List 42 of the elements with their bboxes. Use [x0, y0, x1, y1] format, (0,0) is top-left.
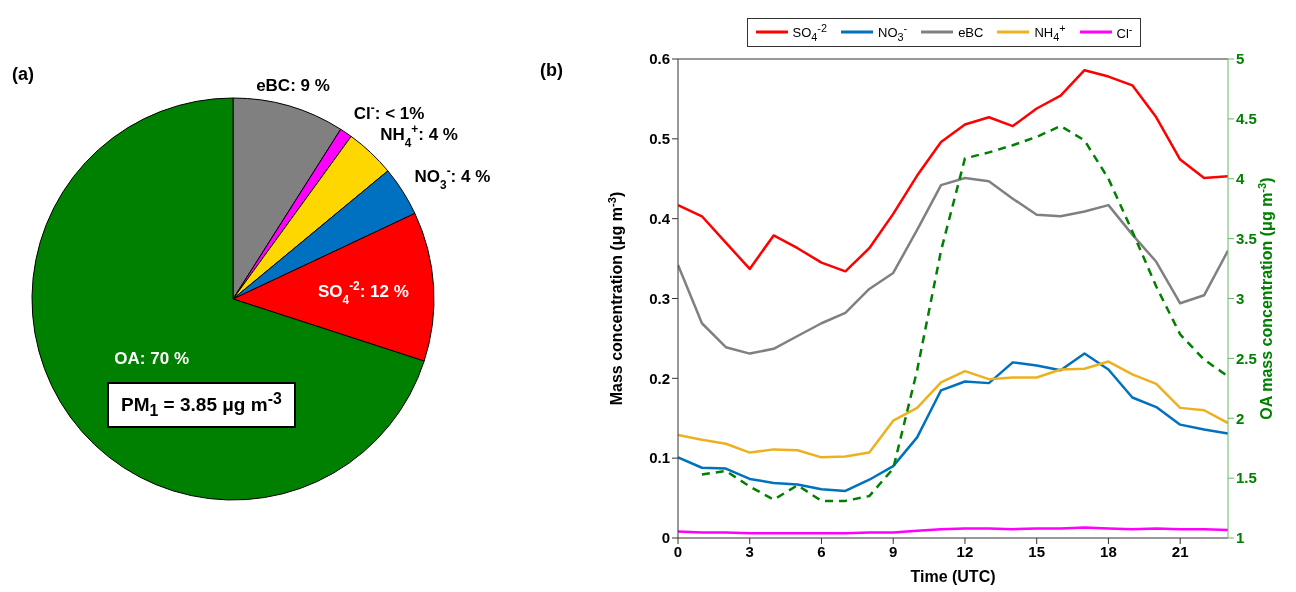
text: PM$_{1}$ = 3.85 μg m$^{-3}$	[121, 390, 282, 420]
slice-label: eBC: 9 %	[256, 75, 330, 95]
data-label: : < 1%	[374, 104, 425, 124]
x-axis-title: Time (UTC)	[910, 568, 996, 585]
x-tick-label: 0	[673, 542, 683, 560]
x-tick-label: 9	[889, 542, 898, 560]
line-series	[700, 124, 1228, 503]
y2-tick-label: 5	[1236, 50, 1245, 68]
line-series	[678, 68, 1228, 273]
y-tick-label: 0.1	[649, 449, 670, 467]
x-tick-label: 18	[1100, 542, 1117, 560]
y-tick-label: 0.5	[649, 130, 670, 148]
data-label: : 12 %	[359, 281, 409, 301]
y2-tick-label: 1	[1236, 529, 1245, 547]
slice-label: OA: 70 %	[114, 349, 190, 369]
y2-tick-label: 1.5	[1236, 469, 1257, 487]
y-tick-label: 0	[661, 529, 670, 547]
y2-tick-label: 4.5	[1236, 110, 1257, 128]
y-tick-label: 0.4	[649, 209, 671, 227]
line-series	[678, 352, 1228, 493]
y2-tick-label: 2.5	[1236, 349, 1257, 367]
x-tick-label: 15	[1028, 542, 1046, 560]
y2-tick-label: 4	[1236, 170, 1245, 188]
y-tick-label: 0.3	[649, 289, 670, 307]
y2-tick-label: 2	[1236, 409, 1245, 427]
y2-tick-label: 3.5	[1236, 229, 1257, 247]
x-tick-label: 12	[956, 542, 974, 560]
x-tick-label: 3	[745, 542, 754, 560]
chart-title: (a)	[12, 64, 34, 84]
y-tick-label: 0.2	[649, 369, 670, 387]
data-label: : 4 %	[418, 125, 459, 145]
legend-label: Cl$^{-}$	[1116, 23, 1133, 42]
line-series	[678, 360, 1228, 459]
x-tick-label: 21	[1171, 542, 1189, 560]
data-label: : 4 %	[450, 166, 491, 186]
y2-tick-label: 3	[1236, 289, 1245, 307]
line-series	[678, 176, 1228, 355]
slice-label: Cl$^{-}$	[353, 101, 375, 124]
x-tick-label: 6	[817, 542, 826, 560]
legend-label: eBC	[958, 24, 984, 40]
chart-title: (b)	[540, 60, 563, 80]
y-tick-label: 0.6	[649, 50, 670, 68]
